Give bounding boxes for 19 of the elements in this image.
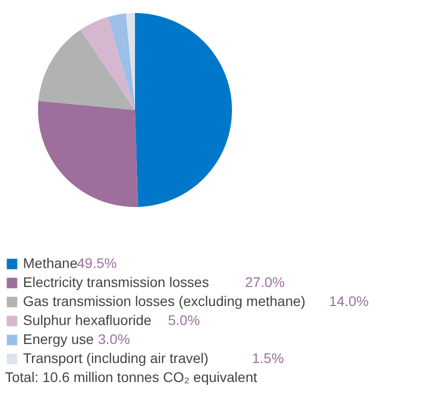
legend-label: Gas transmission losses (excluding methane) (23, 293, 306, 309)
data-label: 1.5% (252, 350, 284, 366)
data-label: 3.0% (98, 331, 130, 347)
pie-slice (108, 13, 135, 110)
pie-slice (38, 100, 138, 207)
legend-label: Sulphur hexafluoride (23, 312, 152, 328)
pie-slice (126, 13, 135, 110)
pie-slice (38, 30, 135, 110)
legend-label: Transport (including air travel) (23, 350, 208, 366)
data-label: 27.0% (245, 274, 285, 290)
legend-label: Methane (23, 255, 78, 271)
data-label: 5.0% (168, 312, 200, 328)
legend-label: Energy use (23, 331, 94, 347)
pie-slice (135, 13, 232, 207)
data-label: 49.5% (77, 255, 117, 271)
text: Total: 10.6 million tonnes CO₂ equivalent (5, 369, 258, 385)
data-label: 14.0% (329, 293, 369, 309)
legend-label: Electricity transmission losses (23, 274, 209, 290)
pie-slice (80, 16, 135, 110)
